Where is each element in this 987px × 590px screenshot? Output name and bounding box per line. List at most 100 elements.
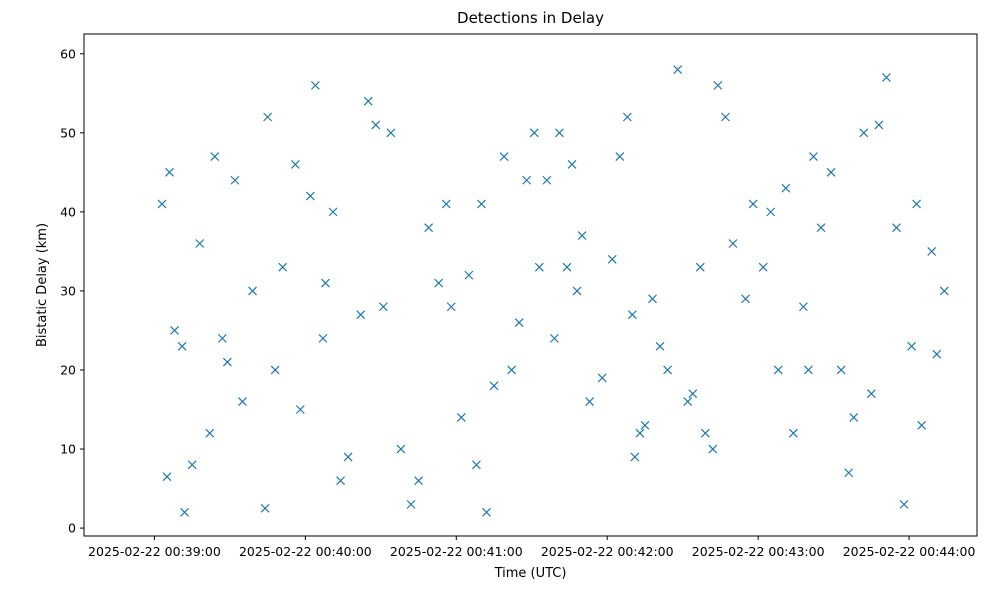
data-point-marker (741, 294, 750, 304)
y-tick-label: 60 (60, 46, 76, 61)
data-point-marker (859, 128, 869, 138)
data-point-marker (446, 302, 456, 312)
data-point-marker (441, 199, 451, 209)
data-point-marker (356, 310, 366, 320)
data-point-marker (507, 365, 517, 375)
data-point-marker (635, 428, 645, 438)
x-tick-label: 2025-02-22 00:39:00 (88, 544, 221, 559)
data-point-marker (688, 389, 698, 399)
y-axis-title: Bistatic Delay (km) (35, 223, 50, 347)
data-point-marker (270, 365, 280, 375)
x-tick-label: 2025-02-22 00:41:00 (390, 544, 523, 559)
data-point-marker (263, 112, 273, 122)
data-point-marker (917, 420, 927, 430)
data-point-marker (180, 507, 190, 517)
y-tick-label: 10 (60, 442, 76, 457)
data-point-marker (597, 373, 607, 383)
data-point-marker (378, 302, 388, 312)
data-point-marker (562, 262, 572, 272)
y-tick-label: 40 (60, 204, 76, 219)
data-point-marker (728, 239, 738, 248)
data-point-marker (899, 499, 909, 509)
data-point-marker (907, 341, 917, 351)
data-point-marker (456, 412, 466, 422)
data-point-marker (695, 262, 705, 272)
data-point-marker (321, 278, 330, 288)
data-point-marker (238, 397, 247, 407)
x-tick-label: 2025-02-22 00:43:00 (692, 544, 825, 559)
data-point-marker (363, 96, 373, 106)
data-point-marker (471, 460, 481, 470)
data-point-marker (816, 223, 826, 233)
data-point-marker (396, 444, 406, 454)
data-point-marker (773, 365, 783, 375)
y-axis: 0 10 20 30 40 50 60 (60, 46, 84, 536)
data-point-marker (630, 452, 640, 462)
data-point-marker (534, 262, 544, 272)
data-point-marker (414, 476, 423, 486)
data-point-marker (371, 120, 381, 130)
data-point-marker (170, 326, 179, 335)
data-point-marker (708, 444, 718, 454)
plot-frame (83, 33, 978, 537)
data-point-marker (572, 286, 582, 296)
data-point-marker (866, 389, 876, 399)
data-point-marker (195, 239, 205, 248)
data-point-marker (434, 278, 444, 288)
data-point-marker (748, 199, 758, 209)
data-point-marker (826, 167, 836, 177)
data-point-marker (788, 428, 798, 438)
data-point-marker (648, 294, 657, 304)
data-point-marker (343, 452, 353, 462)
data-point-marker (482, 507, 491, 517)
data-point-marker (162, 472, 172, 482)
x-axis: 2025-02-22 00:39:00 2025-02-22 00:40:00 20… (88, 536, 976, 559)
data-point-marker (567, 160, 577, 169)
data-point-marker (311, 80, 320, 90)
data-point-marker (673, 65, 683, 74)
data-point-marker (177, 341, 187, 351)
data-point-marker (836, 365, 846, 375)
data-point-marker (882, 73, 891, 82)
data-point-marker (248, 286, 257, 296)
x-tick-label: 2025-02-22 00:40:00 (239, 544, 372, 559)
y-tick-label: 30 (60, 283, 76, 298)
y-tick-label: 50 (60, 125, 76, 140)
data-point-marker (804, 365, 813, 375)
data-point-marker (892, 223, 901, 233)
data-point-marker (932, 349, 942, 359)
data-point-marker (205, 428, 215, 438)
data-point-marker (230, 175, 240, 185)
x-tick-label: 2025-02-22 00:42:00 (541, 544, 674, 559)
data-point-marker (939, 286, 949, 296)
data-point-marker (222, 357, 232, 367)
data-point-marker (157, 199, 167, 209)
data-point-marker (622, 112, 632, 122)
data-point-marker (627, 310, 637, 320)
data-point-marker (615, 152, 625, 161)
plot-area (83, 33, 978, 537)
data-point-marker (799, 302, 808, 312)
data-point-marker (577, 231, 587, 241)
data-point-marker (663, 365, 673, 375)
x-axis-title: Time (UTC) (494, 566, 567, 581)
data-point-marker (305, 191, 315, 201)
data-point-marker (585, 397, 595, 407)
data-point-marker (318, 333, 328, 343)
y-tick-label: 20 (60, 362, 76, 377)
data-point-marker (489, 381, 499, 391)
data-point-marker (165, 167, 174, 177)
chart-title: Detections in Delay (457, 9, 604, 27)
marks-layer (157, 65, 949, 517)
x-tick-label: 2025-02-22 00:44:00 (843, 544, 976, 559)
data-point-marker (424, 223, 434, 233)
data-point-marker (844, 468, 854, 478)
data-point-marker (555, 128, 564, 138)
data-point-marker (809, 152, 818, 161)
data-point-marker (927, 246, 937, 256)
data-point-marker (290, 160, 300, 169)
data-point-marker (328, 207, 338, 217)
data-point-marker (295, 405, 305, 414)
data-point-marker (549, 333, 559, 343)
